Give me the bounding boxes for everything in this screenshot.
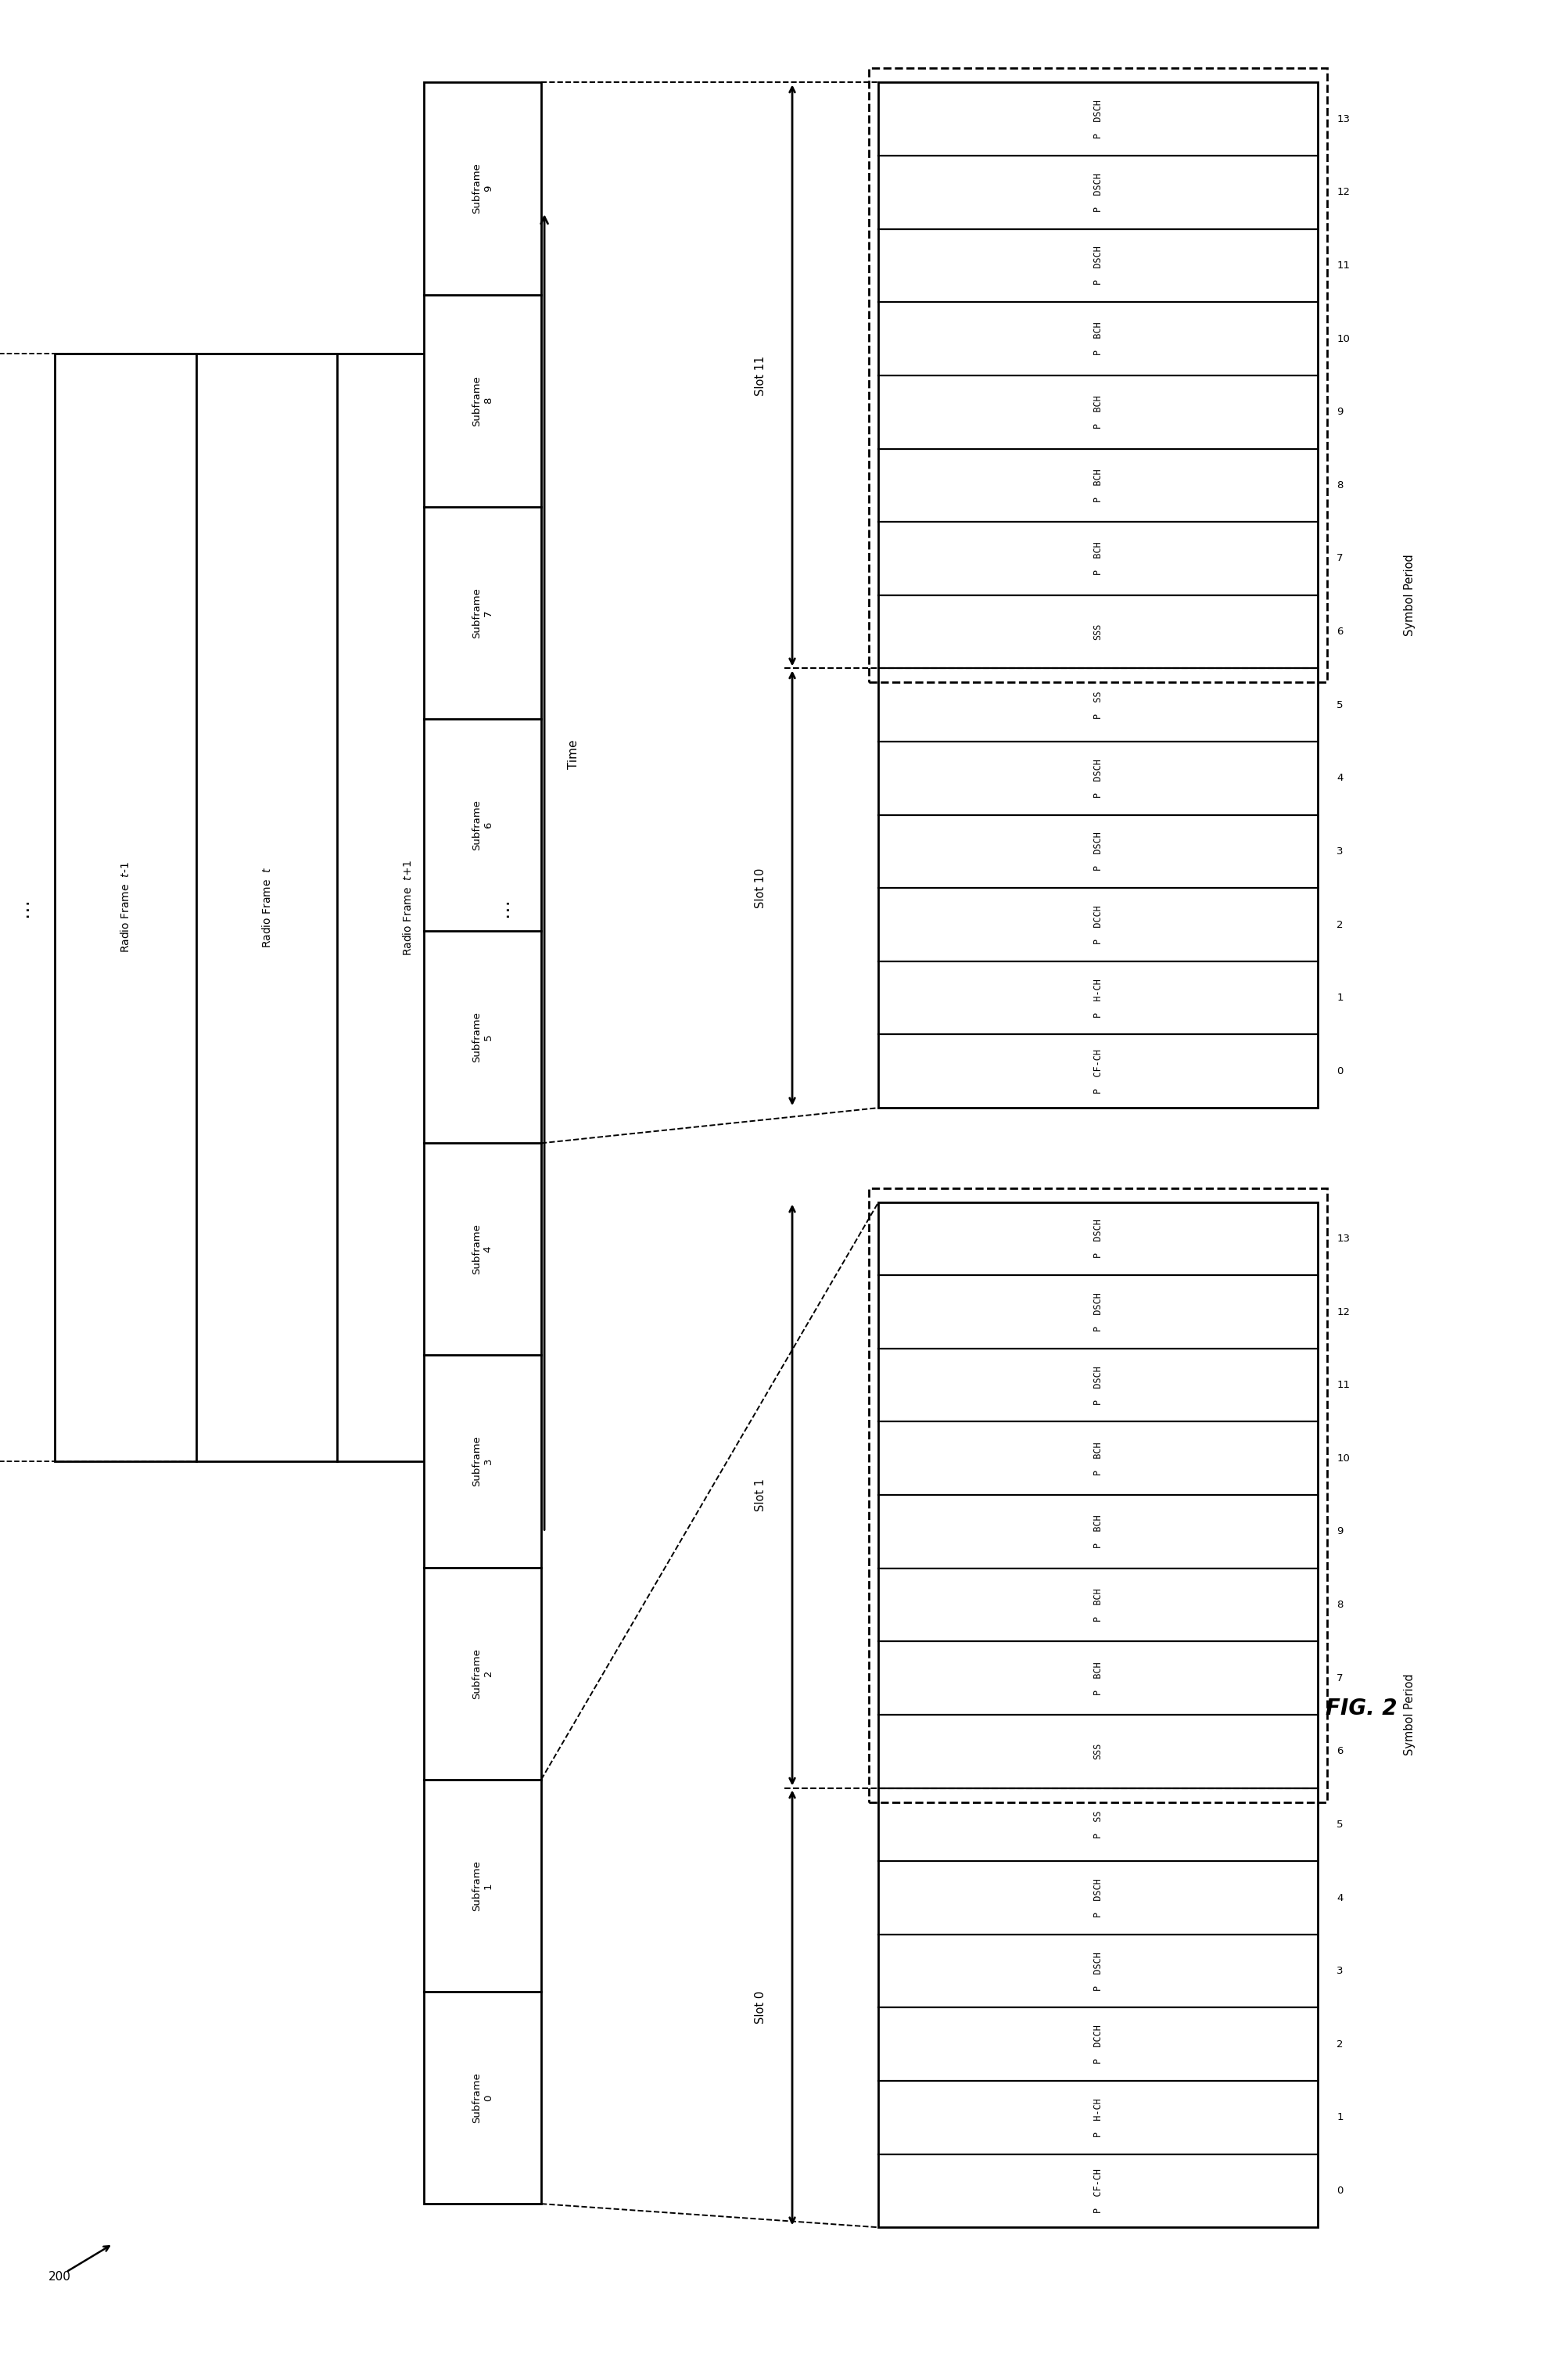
Text: 6: 6 xyxy=(1336,627,1342,636)
Text: Subframe
0: Subframe 0 xyxy=(472,2072,492,2124)
Text: P  DSCH: P DSCH xyxy=(1093,832,1102,872)
Text: 12: 12 xyxy=(1336,186,1348,198)
Text: Subframe
6: Subframe 6 xyxy=(472,799,492,851)
Text: 10: 10 xyxy=(1336,1454,1348,1464)
Text: 4: 4 xyxy=(1336,1893,1342,1902)
Text: FIG. 2: FIG. 2 xyxy=(1325,1697,1397,1721)
Text: 1: 1 xyxy=(1336,992,1342,1004)
Text: P  CF-CH: P CF-CH xyxy=(1093,2168,1102,2213)
Text: Slot 11: Slot 11 xyxy=(754,356,767,396)
Text: 8: 8 xyxy=(1336,481,1342,490)
Text: P  CF-CH: P CF-CH xyxy=(1093,1049,1102,1094)
Text: P  DSCH: P DSCH xyxy=(1093,759,1102,797)
Text: 2: 2 xyxy=(1336,2039,1342,2048)
Text: Subframe
4: Subframe 4 xyxy=(472,1223,492,1275)
Bar xyxy=(55,354,478,1461)
Text: P  DSCH: P DSCH xyxy=(1093,1952,1102,1992)
Text: P  BCH: P BCH xyxy=(1093,323,1102,356)
Text: 5: 5 xyxy=(1336,1820,1342,1829)
Text: P  DSCH: P DSCH xyxy=(1093,99,1102,139)
Text: 6: 6 xyxy=(1336,1747,1342,1756)
Text: 3: 3 xyxy=(1336,1966,1342,1975)
Text: ⋯: ⋯ xyxy=(17,898,36,917)
Text: P  DCCH: P DCCH xyxy=(1093,2025,1102,2065)
Text: 200: 200 xyxy=(49,2272,71,2282)
Text: P  DSCH: P DSCH xyxy=(1093,172,1102,212)
Text: 8: 8 xyxy=(1336,1600,1342,1610)
Text: P  DSCH: P DSCH xyxy=(1093,1219,1102,1259)
Text: Radio Frame  $t$: Radio Frame $t$ xyxy=(260,867,273,948)
Text: P  DSCH: P DSCH xyxy=(1093,1879,1102,1916)
Text: 0: 0 xyxy=(1336,1065,1342,1077)
Text: Subframe
9: Subframe 9 xyxy=(472,163,492,214)
Text: Symbol Period: Symbol Period xyxy=(1403,1673,1414,1756)
Text: P  BCH: P BCH xyxy=(1093,396,1102,429)
Text: 5: 5 xyxy=(1336,700,1342,709)
Text: Time: Time xyxy=(568,740,579,768)
Text: P  DSCH: P DSCH xyxy=(1093,1292,1102,1332)
Text: Subframe
8: Subframe 8 xyxy=(472,375,492,427)
Text: P  DCCH: P DCCH xyxy=(1093,905,1102,945)
Text: Slot 0: Slot 0 xyxy=(754,1992,767,2025)
Text: Radio Frame  $t$-1: Radio Frame $t$-1 xyxy=(119,863,132,952)
Text: 12: 12 xyxy=(1336,1306,1348,1318)
Text: P  DSCH: P DSCH xyxy=(1093,1365,1102,1405)
Text: P  SS: P SS xyxy=(1093,691,1102,719)
Bar xyxy=(878,1202,1317,2227)
Text: 11: 11 xyxy=(1336,1381,1348,1391)
Text: 4: 4 xyxy=(1336,773,1342,783)
Text: Subframe
1: Subframe 1 xyxy=(472,1860,492,1912)
Text: Subframe
3: Subframe 3 xyxy=(472,1435,492,1487)
Text: 2: 2 xyxy=(1336,919,1342,929)
Text: 13: 13 xyxy=(1336,113,1348,125)
Bar xyxy=(869,1188,1327,1803)
Text: 0: 0 xyxy=(1336,2185,1342,2197)
Text: SSS: SSS xyxy=(1093,1742,1102,1761)
Text: P  BCH: P BCH xyxy=(1093,469,1102,502)
Text: 10: 10 xyxy=(1336,335,1348,344)
Text: 1: 1 xyxy=(1336,2112,1342,2124)
Text: 11: 11 xyxy=(1336,262,1348,271)
Text: P  BCH: P BCH xyxy=(1093,1442,1102,1475)
Text: P  H-CH: P H-CH xyxy=(1093,2098,1102,2138)
Text: P  BCH: P BCH xyxy=(1093,542,1102,575)
Text: P  BCH: P BCH xyxy=(1093,1516,1102,1549)
Bar xyxy=(878,82,1317,1108)
Text: P  SS: P SS xyxy=(1093,1810,1102,1838)
Text: 7: 7 xyxy=(1336,554,1342,563)
Bar xyxy=(423,82,541,2204)
Text: 3: 3 xyxy=(1336,846,1342,856)
Text: 13: 13 xyxy=(1336,1233,1348,1244)
Bar xyxy=(869,68,1327,684)
Text: ⋯: ⋯ xyxy=(497,898,516,917)
Text: 7: 7 xyxy=(1336,1673,1342,1683)
Text: Slot 1: Slot 1 xyxy=(754,1478,767,1511)
Text: Slot 10: Slot 10 xyxy=(754,867,767,907)
Text: P  DSCH: P DSCH xyxy=(1093,245,1102,285)
Text: 9: 9 xyxy=(1336,1527,1342,1537)
Text: Subframe
2: Subframe 2 xyxy=(472,1648,492,1699)
Text: Radio Frame  $t$+1: Radio Frame $t$+1 xyxy=(401,860,414,955)
Text: SSS: SSS xyxy=(1093,622,1102,641)
Text: Symbol Period: Symbol Period xyxy=(1403,554,1414,636)
Text: P  BCH: P BCH xyxy=(1093,1662,1102,1695)
Text: P  BCH: P BCH xyxy=(1093,1589,1102,1622)
Text: Subframe
5: Subframe 5 xyxy=(472,1011,492,1063)
Text: P  H-CH: P H-CH xyxy=(1093,978,1102,1018)
Text: Subframe
7: Subframe 7 xyxy=(472,587,492,639)
Text: 9: 9 xyxy=(1336,408,1342,417)
